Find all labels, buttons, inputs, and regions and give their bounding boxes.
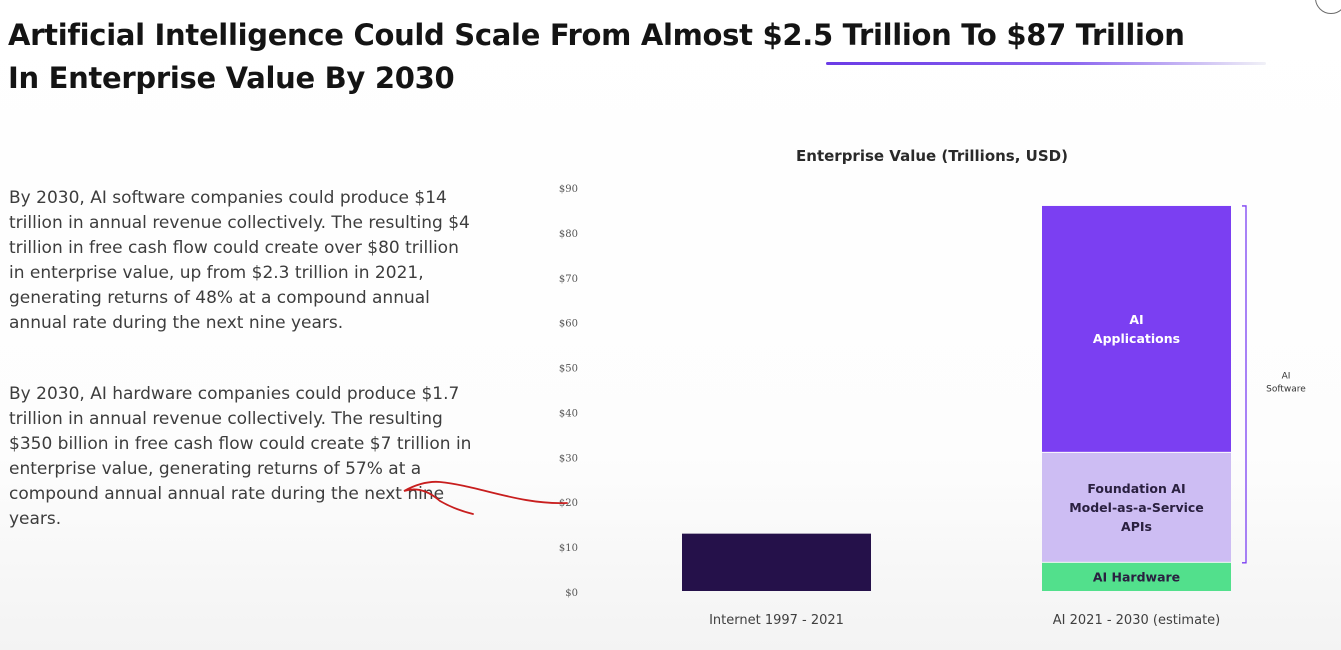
software-paragraph: By 2030, AI software companies could pro… bbox=[9, 188, 470, 333]
bracket-line bbox=[1242, 205, 1247, 564]
y-tick-label: $60 bbox=[559, 319, 578, 330]
segment-label: APIs bbox=[1121, 519, 1152, 534]
slide-title-line-1: Artificial Intelligence Could Scale From… bbox=[8, 18, 1185, 52]
y-tick-label: $80 bbox=[559, 229, 578, 240]
segment-label: AI Hardware bbox=[1093, 569, 1180, 584]
bar-segment bbox=[1042, 452, 1231, 562]
y-tick-label: $90 bbox=[559, 184, 578, 195]
y-tick-label: $0 bbox=[565, 588, 578, 599]
segment-label: Foundation AI bbox=[1087, 481, 1185, 496]
ai-software-bracket: AI Software bbox=[1242, 205, 1306, 564]
x-category-label: AI 2021 - 2030 (estimate) bbox=[1053, 613, 1220, 628]
y-tick-label: $50 bbox=[559, 364, 578, 375]
y-tick-label: $10 bbox=[559, 543, 578, 554]
bracket-label: Software bbox=[1266, 384, 1306, 394]
handwritten-arrow-annotation bbox=[403, 480, 568, 515]
x-category-label: Internet 1997 - 2021 bbox=[709, 613, 844, 628]
bar-segment bbox=[682, 533, 871, 591]
y-tick-label: $30 bbox=[559, 453, 578, 464]
segment-labels: AI Hardware Foundation AI Model-as-a-Servi… bbox=[1069, 312, 1204, 585]
segment-label: Model-as-a-Service bbox=[1069, 500, 1204, 515]
segment-label: AI bbox=[1129, 312, 1143, 327]
y-tick-label: $70 bbox=[559, 274, 578, 285]
y-tick-label: $20 bbox=[559, 498, 578, 509]
bar-segment bbox=[1042, 205, 1231, 452]
bracket-label: AI bbox=[1282, 371, 1291, 381]
chart-title: Enterprise Value (Trillions, USD) bbox=[796, 147, 1068, 165]
slide-title-line-2: In Enterprise Value By 2030 bbox=[8, 61, 455, 95]
segment-label: Applications bbox=[1093, 331, 1180, 346]
bars bbox=[682, 205, 1231, 591]
bar-segment bbox=[1042, 562, 1231, 591]
hardware-paragraph: By 2030, AI hardware companies could pro… bbox=[9, 384, 472, 529]
y-axis-ticks: $0 $10 $20 $30 $40 $50 $60 $70 $80 $90 bbox=[559, 184, 578, 599]
slide-title: Artificial Intelligence Could Scale From… bbox=[8, 14, 1308, 100]
category-labels: Internet 1997 - 2021 AI 2021 - 2030 (esti… bbox=[709, 613, 1220, 628]
y-tick-label: $40 bbox=[559, 408, 578, 419]
title-underline-accent bbox=[826, 62, 1266, 65]
